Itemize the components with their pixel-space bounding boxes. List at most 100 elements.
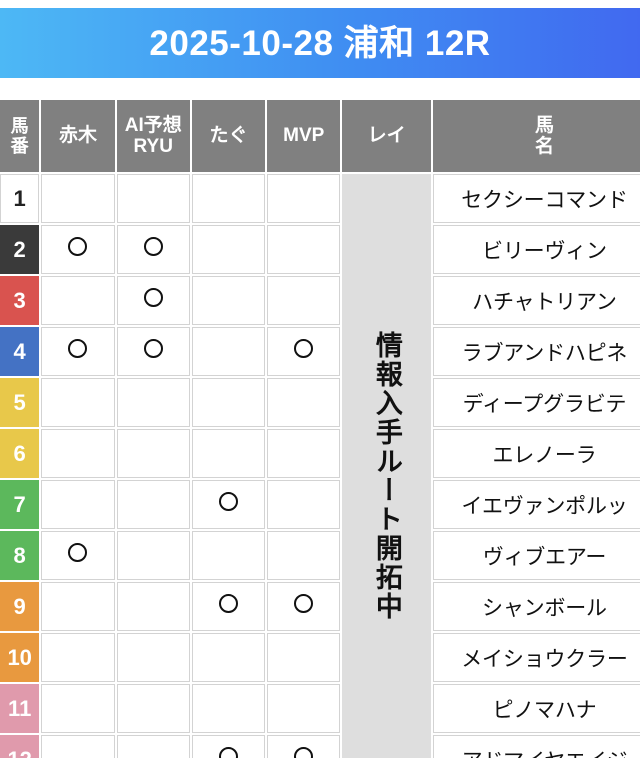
prediction-cell-ai-ryu [116,684,190,733]
prediction-cell-ai-ryu [116,480,190,529]
prediction-cell-tagu [191,633,266,682]
prediction-cell-ai-ryu [116,225,190,274]
rei-header-label: レイ [367,125,406,147]
horse-number-cell: 3 [0,276,40,325]
horse-number-cell: 1 [0,174,40,223]
prediction-cell-akagi [41,225,115,274]
prediction-cell-akagi [41,174,115,223]
horse-number-header-line1: 馬 [10,115,29,136]
circle-mark-icon [218,594,238,613]
prediction-cell-akagi [41,531,115,580]
race-title-banner: 2025-10-28 浦和 12R [0,8,640,78]
prediction-cell-tagu [191,480,266,529]
prediction-cell-tagu [191,531,266,580]
prediction-cell-mvp [267,582,341,631]
prediction-cell-ai-ryu [116,276,190,325]
prediction-cell-ai-ryu [116,582,190,631]
horse-number-cell: 6 [0,429,40,478]
column-header-ai-ryu: AI予想 RYU [116,100,190,172]
table-header: 馬 番 赤木 AI予想 RYU たぐ MVP [0,100,640,172]
prediction-cell-ai-ryu [116,429,190,478]
table-row: 8 ヴィブエアー [0,531,640,580]
prediction-cell-ai-ryu [116,174,190,223]
horse-number-cell: 4 [0,327,40,376]
horse-name-cell: アドマイヤエイジ [432,735,640,758]
rei-column-notice-cell: 情報入手ルート開拓中 [342,174,431,758]
table-body: 1 情報入手ルート開拓中 セクシーコマンド 2 ビリーヴィン 3 ハチャトリアン 4 ラブアンド… [0,174,640,758]
horse-name-header-line1: 馬 [534,114,554,136]
circle-mark-icon [68,339,88,358]
column-header-akagi: 赤木 [41,100,115,172]
prediction-cell-mvp [267,429,341,478]
prediction-cell-ai-ryu [116,531,190,580]
horse-name-cell: ヴィブエアー [432,531,640,580]
horse-name-cell: セクシーコマンド [432,174,640,223]
circle-mark-icon [218,747,238,758]
prediction-cell-akagi [41,480,115,529]
prediction-cell-akagi [41,327,115,376]
prediction-cell-akagi [41,378,115,427]
akagi-header-label: 赤木 [58,125,97,147]
circle-mark-icon [68,237,88,256]
prediction-cell-mvp [267,327,341,376]
horse-name-cell: シャンボール [432,582,640,631]
tagu-header-label: たぐ [209,125,248,147]
horse-name-cell: メイショウクラー [432,633,640,682]
rei-notice-text: 情報入手ルート開拓中 [371,331,402,621]
horse-number-cell: 7 [0,480,40,529]
prediction-cell-mvp [267,276,341,325]
circle-mark-icon [143,288,163,307]
table-row: 11 ピノマハナ [0,684,640,733]
prediction-cell-ai-ryu [116,378,190,427]
prediction-cell-ai-ryu [116,633,190,682]
circle-mark-icon [294,339,314,358]
prediction-cell-akagi [41,735,115,758]
horse-number-cell: 5 [0,378,40,427]
prediction-table-container: 馬 番 赤木 AI予想 RYU たぐ MVP [0,100,640,758]
prediction-cell-akagi [41,633,115,682]
table-row: 2 ビリーヴィン [0,225,640,274]
horse-name-cell: ラブアンドハピネ [432,327,640,376]
horse-name-cell: ビリーヴィン [432,225,640,274]
prediction-cell-mvp [267,531,341,580]
prediction-cell-akagi [41,582,115,631]
prediction-cell-mvp [267,633,341,682]
circle-mark-icon [68,543,88,562]
prediction-cell-mvp [267,378,341,427]
prediction-cell-mvp [267,684,341,733]
table-row: 10 メイショウクラー [0,633,640,682]
column-header-horse-number: 馬 番 [0,100,40,172]
horse-number-cell: 12 [0,735,40,758]
prediction-cell-mvp [267,225,341,274]
horse-name-cell: ディープグラビテ [432,378,640,427]
prediction-cell-mvp [267,735,341,758]
horse-number-cell: 2 [0,225,40,274]
table-row: 6 エレノーラ [0,429,640,478]
circle-mark-icon [218,492,238,511]
table-row: 9 シャンボール [0,582,640,631]
prediction-cell-akagi [41,429,115,478]
column-header-rei: レイ [342,100,431,172]
prediction-cell-akagi [41,276,115,325]
prediction-cell-akagi [41,684,115,733]
mvp-header-label: MVP [283,125,325,147]
circle-mark-icon [294,594,314,613]
horse-name-cell: ハチャトリアン [432,276,640,325]
horse-number-cell: 10 [0,633,40,682]
prediction-cell-mvp [267,174,341,223]
prediction-cell-ai-ryu [116,735,190,758]
prediction-cell-ai-ryu [116,327,190,376]
prediction-table: 馬 番 赤木 AI予想 RYU たぐ MVP [0,100,640,758]
table-header-row: 馬 番 赤木 AI予想 RYU たぐ MVP [0,100,640,172]
prediction-cell-tagu [191,327,266,376]
circle-mark-icon [294,747,314,758]
prediction-cell-tagu [191,225,266,274]
horse-name-cell: エレノーラ [432,429,640,478]
table-row: 1 情報入手ルート開拓中 セクシーコマンド [0,174,640,758]
circle-mark-icon [143,237,163,256]
table-row: 7 イエヴァンポルッ [0,480,640,529]
table-row: 3 ハチャトリアン [0,276,640,325]
table-row: 5 ディープグラビテ [0,378,640,427]
prediction-cell-tagu [191,735,266,758]
prediction-cell-mvp [267,480,341,529]
